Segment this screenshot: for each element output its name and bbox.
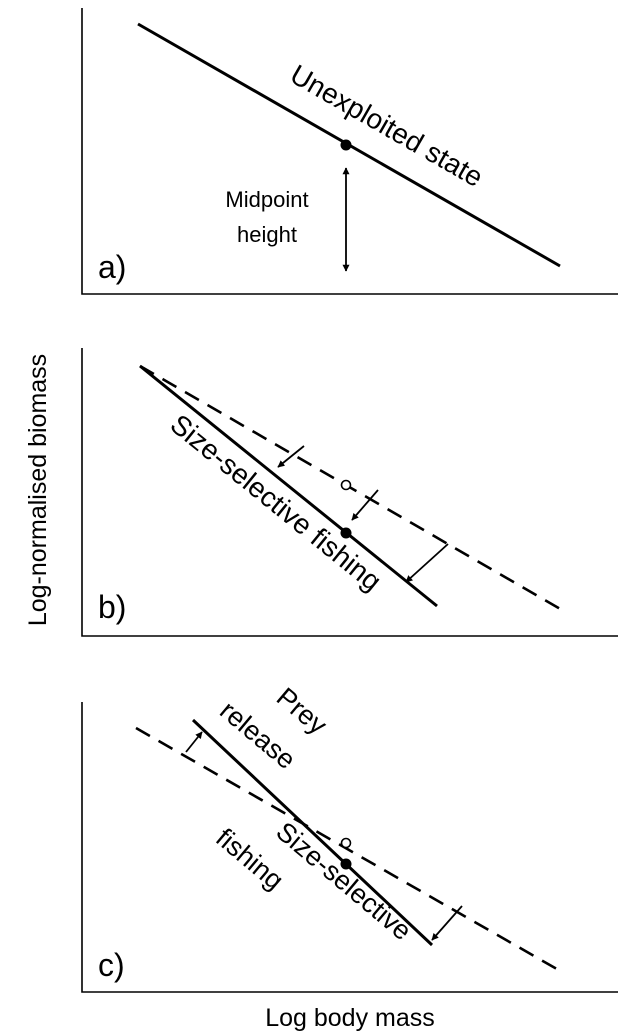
panel-a-letter: a) [98,249,126,285]
panel-b-axes [81,348,618,637]
panel-b-letter: b) [98,589,126,625]
fishing-midpoint-marker [340,527,352,539]
midpoint-marker [340,139,352,151]
midpoint-label-line2: height [237,222,297,247]
y-axis-label: Log-normalised biomass [24,354,52,626]
decline-arrow-large [405,543,449,583]
fishing-label-c-line1: Size-selective [270,816,417,946]
panel-c: Prey release Size-selective fishing c) [81,682,618,993]
fishing-line [139,364,438,608]
panel-b: Size-selective fishing b) [81,348,618,637]
prey-label-line1: Prey [271,682,333,741]
panel-c-letter: c) [98,947,125,983]
panel-a-axes [81,8,618,295]
x-axis-label: Log body mass [265,1004,435,1032]
midpoint-label-line1: Midpoint [225,187,308,212]
fishing-label: Size-selective fishing [165,408,388,597]
reference-dashed-line [139,364,563,612]
prey-fishing-line [191,718,434,947]
reference-midpoint-marker-c [340,837,352,849]
reference-dashed-line-c [135,726,563,974]
decline-arrow-small [277,445,305,468]
fishing-decline-arrow-c [431,905,463,941]
reference-midpoint-marker [340,479,352,491]
panel-a: Unexploited state Midpoint height a) [81,8,618,295]
panel-c-axes [81,702,618,993]
fishing-midpoint-marker-c [340,858,352,870]
decline-arrow-mid [351,489,379,521]
prey-release-arrow [185,731,203,753]
